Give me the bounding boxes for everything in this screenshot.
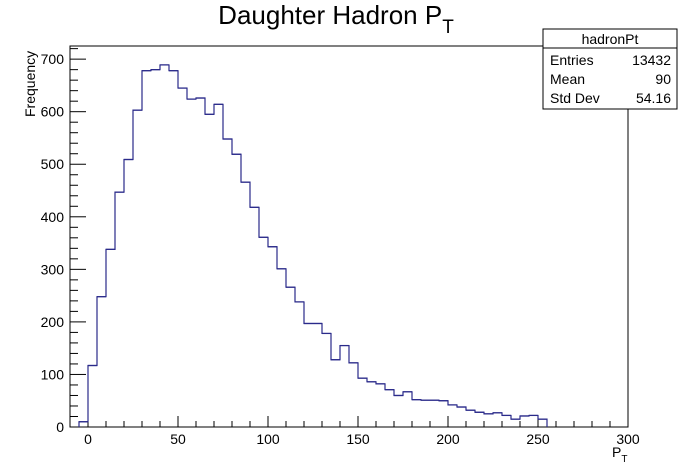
y-axis-label: Frequency (22, 51, 38, 117)
stats-box-title: hadronPt (582, 31, 639, 47)
stats-stddev-label: Std Dev (550, 90, 600, 106)
chart-title: Daughter Hadron PT (218, 0, 454, 38)
x-tick-label: 200 (436, 431, 460, 447)
stats-mean-label: Mean (550, 71, 585, 87)
x-axis-label-main: P (612, 444, 621, 460)
y-tick-label: 700 (41, 51, 65, 67)
y-tick-label: 200 (41, 314, 65, 330)
x-axis-label: PT (612, 444, 627, 465)
stats-box-frame (542, 28, 678, 110)
stats-entries-label: Entries (550, 52, 594, 68)
chart-title-main: Daughter Hadron P (218, 0, 442, 30)
stats-mean-value: 90 (655, 71, 671, 87)
x-tick-label: 50 (170, 431, 186, 447)
x-tick-label: 250 (526, 431, 550, 447)
y-tick-label: 100 (41, 366, 65, 382)
stats-stddev-value: 54.16 (636, 90, 671, 106)
x-tick-label: 300 (616, 431, 640, 447)
histogram-outline (78, 64, 548, 427)
y-tick-label: 600 (41, 104, 65, 120)
x-tick-label: 100 (256, 431, 280, 447)
y-tick-label: 500 (41, 156, 65, 172)
chart-title-subscript: T (442, 17, 454, 38)
histogram-layer (78, 64, 548, 427)
y-tick-label: 0 (56, 419, 64, 435)
x-axis-label-subscript: T (621, 454, 627, 465)
stats-box: hadronPt Entries 13432 Mean 90 Std Dev 5… (542, 28, 678, 110)
ticks-layer: 0 100 200 300 400 500 600 700 0 50 100 150 200 250 300 (41, 48, 640, 447)
stats-entries-value: 13432 (632, 52, 671, 68)
y-tick-label: 400 (41, 209, 65, 225)
x-tick-label: 150 (346, 431, 370, 447)
x-tick-label: 0 (84, 431, 92, 447)
plot-frame (69, 45, 629, 428)
y-tick-label: 300 (41, 261, 65, 277)
